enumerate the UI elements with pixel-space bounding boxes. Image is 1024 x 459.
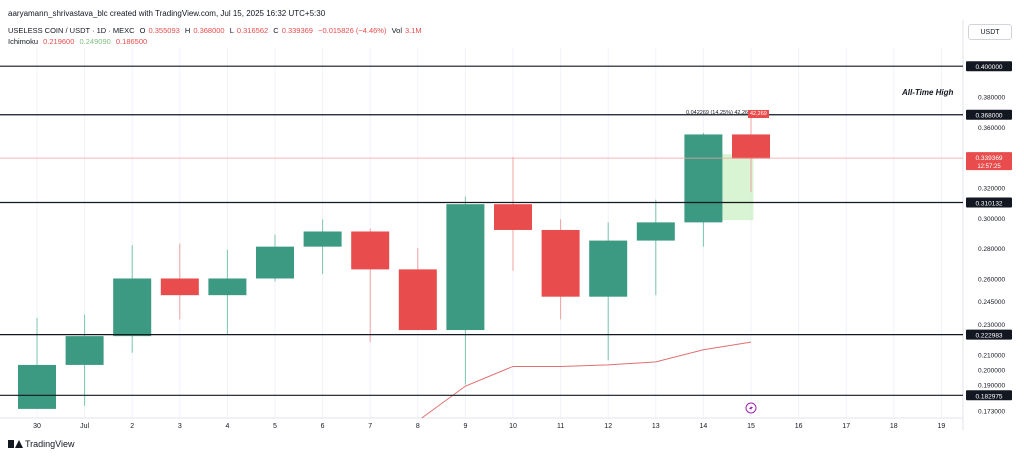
level-price-tag: 0.400000 (966, 61, 1012, 71)
x-tick-label: 9 (463, 423, 467, 430)
y-tick-label: 0.210000 (978, 352, 1005, 359)
measure-readout: 0.042269 (14.25%) 42,269 (686, 110, 752, 116)
chart-credit: aaryamann_shrivastava_blc created with T… (8, 9, 326, 18)
candle-body (351, 231, 390, 270)
candle-body (636, 222, 675, 241)
symbol-name[interactable]: USELESS COIN / USDT · 1D · MEXC (8, 26, 135, 35)
x-tick-label: 7 (368, 423, 372, 430)
candle-body (113, 278, 152, 337)
level-price-tag: 0.222983 (966, 329, 1012, 340)
x-tick-label: 13 (652, 423, 660, 430)
level-price-tag: 0.310132 (966, 197, 1012, 208)
current-price-tag (966, 152, 1012, 171)
candle-body (446, 204, 485, 331)
lightning-glyph (749, 405, 753, 411)
level-price-tag-label: 0.400000 (975, 64, 1002, 71)
candle-body (256, 246, 294, 279)
level-price-tag-bg (966, 61, 1012, 72)
candle-body (160, 278, 199, 296)
tradingview-logo-icon (8, 440, 23, 448)
level-price-tag-label: 0.222983 (975, 333, 1002, 340)
symbol-legend: USELESS COIN / USDT · 1D · MEXC O 0.35509… (8, 26, 425, 35)
volume-value: 3.1M (405, 26, 422, 35)
candle-body (684, 134, 723, 223)
x-tick-label: 4 (225, 423, 229, 430)
candle-body (65, 336, 104, 365)
measure-value-tag: 42,269 (748, 110, 769, 118)
candle-body (589, 240, 628, 297)
x-tick-label: 14 (700, 423, 708, 430)
y-tick-label: 0.173000 (978, 408, 1005, 415)
candle-body (494, 204, 532, 230)
ichimoku-legend[interactable]: Ichimoku 0.219600 0.249090 0.186500 (8, 37, 150, 46)
ichimoku-value-3: 0.186500 (115, 37, 148, 46)
x-tick-label: 16 (795, 423, 803, 430)
y-tick-label: 0.260000 (978, 276, 1005, 283)
x-tick-label: 17 (842, 423, 850, 430)
y-tick-label: 0.245000 (978, 299, 1005, 306)
y-tick-label: 0.230000 (978, 322, 1005, 329)
level-price-tag: 0.182975 (966, 390, 1012, 401)
x-tick-label: 12 (604, 423, 612, 430)
candle-body (303, 231, 342, 247)
level-price-tag-bg (966, 109, 1012, 120)
x-tick-label: 30 (33, 423, 41, 430)
high-value: 0.368000 (193, 26, 225, 35)
current-price-value: 0.339369 (975, 155, 1002, 162)
x-tick-label: 19 (938, 423, 946, 430)
x-tick-label: 18 (890, 423, 898, 430)
open-label: O (139, 26, 146, 35)
y-tick-label: 0.280000 (978, 246, 1005, 253)
level-price-tag-bg (966, 329, 1012, 340)
candle-body (398, 269, 437, 331)
y-tick-label: 0.380000 (978, 95, 1005, 102)
ichimoku-value-1: 0.219600 (43, 37, 75, 46)
x-tick-label: 2 (130, 423, 134, 430)
x-tick-label: 8 (416, 423, 420, 430)
x-tick-label: 11 (557, 423, 564, 430)
x-tick-label: 10 (509, 423, 517, 430)
level-price-tag-label: 0.368000 (975, 113, 1002, 120)
close-value: 0.339369 (281, 26, 313, 35)
y-tick-label: 0.360000 (978, 125, 1005, 132)
x-tick-label: Jul (80, 423, 89, 430)
tradingview-logo[interactable]: TradingView (8, 439, 75, 449)
level-price-tag-label: 0.310132 (975, 200, 1002, 207)
level-price-tag-bg (966, 390, 1012, 401)
open-value: 0.355093 (148, 26, 180, 35)
y-tick-label: 0.320000 (978, 186, 1005, 193)
high-label: H (184, 26, 191, 35)
y-tick-label: 0.200000 (978, 367, 1005, 374)
volume-label: Vol (391, 26, 402, 35)
candle-body (541, 229, 580, 297)
low-label: L (229, 26, 234, 35)
x-tick-label: 15 (747, 423, 755, 430)
y-tick-label: 0.190000 (978, 383, 1005, 390)
x-tick-label: 6 (321, 423, 325, 430)
all-time-high-label: All-Time High (902, 88, 954, 97)
y-tick-label: 0.300000 (978, 216, 1005, 223)
candle-body (208, 278, 247, 296)
candle-countdown: 12:57:25 (977, 164, 1001, 170)
currency-unit-button[interactable]: USDT (968, 24, 1012, 40)
change-value: −0.015826 (−4.46%) (318, 26, 387, 35)
level-price-tag: 0.368000 (966, 109, 1012, 120)
x-tick-label: 3 (178, 423, 182, 430)
level-price-tag-bg (966, 197, 1012, 208)
ichimoku-label: Ichimoku (8, 37, 39, 46)
tradingview-logo-text: TradingView (25, 439, 75, 449)
ichimoku-line (421, 341, 752, 419)
level-price-tag-label: 0.182975 (975, 393, 1002, 400)
x-tick-label: 5 (273, 423, 277, 430)
low-value: 0.316562 (236, 26, 269, 35)
ichimoku-value-2: 0.249090 (79, 37, 111, 46)
close-label: C (273, 26, 279, 35)
candle-body (732, 134, 770, 159)
candle-body (18, 364, 56, 409)
